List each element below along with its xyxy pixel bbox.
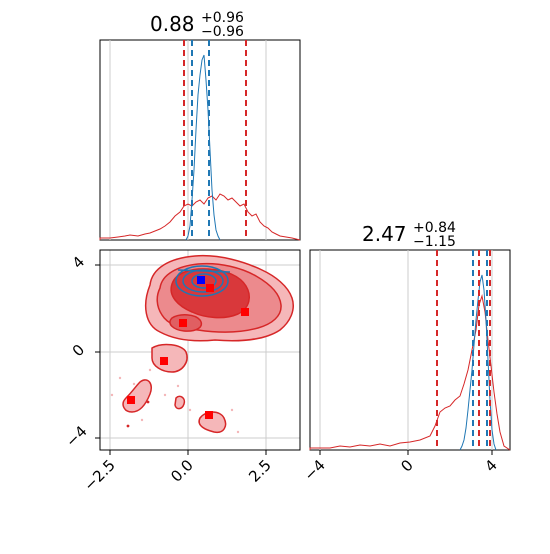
param0-minus: −0.96 [201, 24, 244, 40]
scatter-point [236, 430, 240, 434]
red-marker [241, 308, 249, 316]
param1-title: 2.47 [362, 222, 407, 246]
red-marker [127, 396, 135, 404]
y1-tick-label: 4 [69, 253, 88, 272]
red-marker [179, 319, 187, 327]
scatter-point [126, 424, 130, 428]
hist-param0-panel: 0.88 +0.96 −0.96 [99, 10, 301, 241]
contour-blue-inner [191, 273, 217, 289]
contour-panel [99, 249, 301, 451]
hist-param0-red-series [99, 193, 301, 241]
scatter-point [148, 368, 152, 372]
hist-param1-panel: 2.47 +0.84 −1.15 [309, 220, 511, 451]
contour-blue-line [177, 269, 231, 273]
x1-tick-label: 0 [397, 456, 416, 475]
scatter-point [176, 384, 180, 388]
red-marker [206, 284, 214, 292]
axis-ticks [95, 264, 493, 455]
param0-title: 0.88 [150, 12, 195, 36]
red-marker [205, 411, 213, 419]
contour-small-4 [174, 395, 186, 410]
scatter-point [188, 408, 192, 412]
param1-median: 2.47 [362, 222, 407, 246]
red-marker [160, 357, 168, 365]
blue-marker [197, 276, 205, 284]
scatter-point [230, 408, 234, 412]
contour-small-1 [151, 343, 188, 373]
scatter-point [163, 393, 167, 397]
scatter-point [140, 418, 144, 422]
param0-median: 0.88 [150, 12, 195, 36]
scatter-point [110, 393, 114, 397]
x1-tick-label: −4 [300, 456, 328, 484]
x0-tick-label: 2.5 [245, 456, 275, 486]
y1-tick-label: −4 [62, 422, 90, 450]
x1-tick-label: 4 [481, 456, 500, 475]
hist-param1-red-series [309, 294, 511, 451]
param1-minus: −1.15 [413, 234, 456, 250]
contour-blue-middle [182, 269, 224, 293]
scatter-point [132, 382, 136, 386]
x0-tick-label: 0.0 [167, 456, 197, 486]
contour-scatter [110, 368, 240, 434]
contour-frame [99, 249, 301, 451]
contour-blue-outer [175, 265, 229, 297]
hist-param0-frame [99, 39, 301, 241]
contour-inner [170, 268, 251, 319]
y1-tick-label: 0 [69, 341, 88, 360]
param1-plus: +0.84 [413, 220, 456, 236]
x0-tick-label: −2.5 [80, 456, 118, 494]
hist-param1-frame [309, 249, 511, 451]
param0-plus: +0.96 [201, 10, 244, 26]
scatter-point [118, 376, 122, 380]
